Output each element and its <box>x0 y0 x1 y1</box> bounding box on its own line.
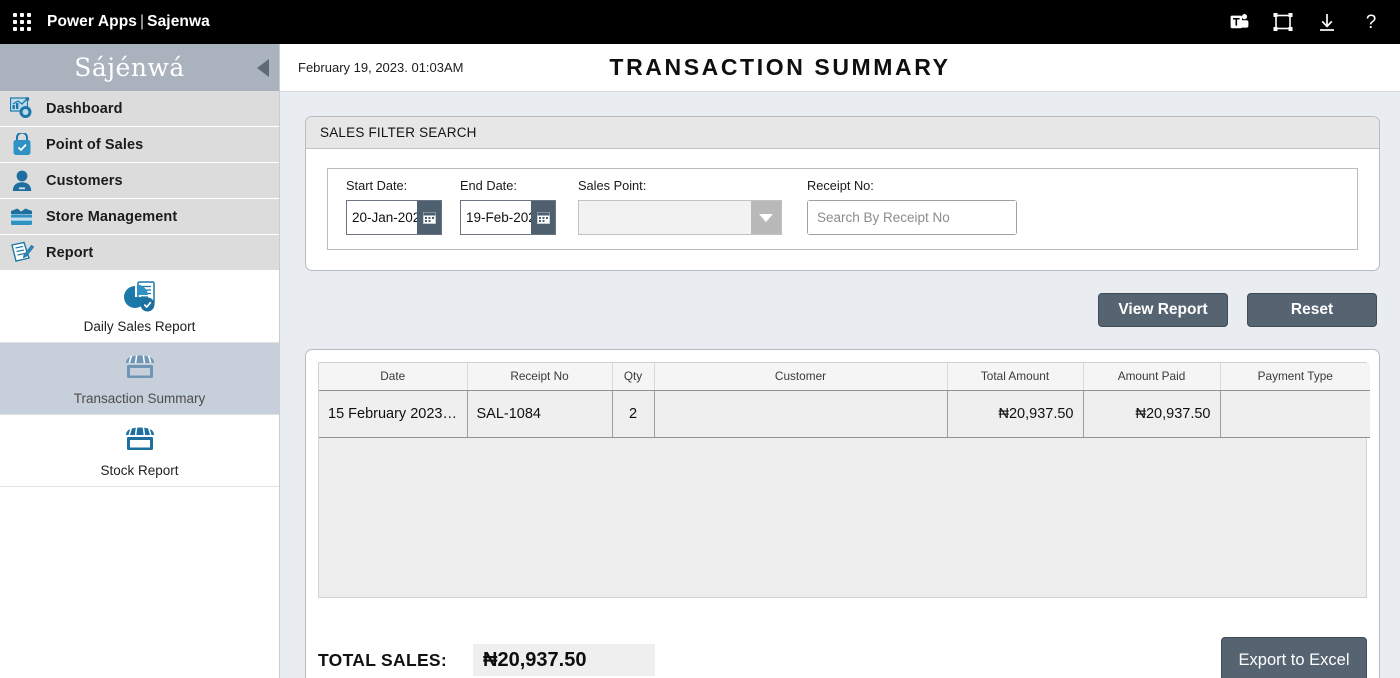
shopping-bag-icon <box>8 132 36 158</box>
column-header-total-amount[interactable]: Total Amount <box>947 363 1084 391</box>
table-header-row: Date Receipt No Qty Customer Total Amoun… <box>319 363 1370 391</box>
sales-point-label: Sales Point: <box>578 178 647 193</box>
help-icon[interactable]: ? <box>1360 11 1382 33</box>
receipt-no-field: Receipt No: <box>807 178 1017 235</box>
cell-qty: 2 <box>612 390 655 438</box>
start-date-picker[interactable] <box>346 200 442 235</box>
cell-total-amount: ₦20,937.50 <box>947 390 1084 438</box>
sidebar-subitem-stock-report[interactable]: Stock Report <box>0 415 279 487</box>
store-box-icon <box>8 204 36 230</box>
sidebar-item-customers[interactable]: Customers <box>0 163 279 199</box>
cell-date: 15 February 2023 ... <box>319 390 468 438</box>
export-to-excel-button[interactable]: Export to Excel <box>1221 637 1367 678</box>
sidebar-item-label: Store Management <box>46 208 178 225</box>
cell-receipt-no: SAL-1084 <box>467 390 613 438</box>
end-date-input[interactable] <box>461 201 531 234</box>
dashboard-chart-icon <box>8 96 36 122</box>
filter-fields-row: Start Date: <box>327 168 1358 250</box>
transactions-table-container[interactable]: Date Receipt No Qty Customer Total Amoun… <box>318 362 1370 598</box>
top-bar: Power Apps | Sajenwa <box>0 0 1400 44</box>
receipt-no-input[interactable] <box>808 201 1016 234</box>
sidebar-subitem-label: Stock Report <box>100 463 179 478</box>
brand-separator: | <box>140 13 145 30</box>
product-name: Power Apps <box>47 13 137 30</box>
cell-customer <box>654 390 948 438</box>
end-date-picker[interactable] <box>460 200 556 235</box>
sidebar-item-label: Point of Sales <box>46 136 144 153</box>
page-title: TRANSACTION SUMMARY <box>609 54 951 80</box>
app-name: Sajenwa <box>147 13 210 30</box>
table-row[interactable]: 15 February 2023 ... SAL-1084 2 ₦20,937.… <box>319 390 1370 438</box>
start-date-label: Start Date: <box>346 178 408 193</box>
sales-filter-card: SALES FILTER SEARCH Start Date: <box>305 116 1380 271</box>
column-header-receipt-no[interactable]: Receipt No <box>467 363 613 391</box>
sidebar-item-dashboard[interactable]: Dashboard <box>0 91 279 127</box>
column-header-qty[interactable]: Qty <box>612 363 655 391</box>
receipt-no-label: Receipt No: <box>807 178 874 193</box>
totals-row: TOTAL SALES: ₦20,937.50 Export to Excel <box>318 634 1367 678</box>
end-date-field: End Date: <box>460 178 556 235</box>
resize-frame-icon[interactable] <box>1272 11 1294 33</box>
sales-filter-body: Start Date: <box>306 149 1379 269</box>
end-date-label: End Date: <box>460 178 517 193</box>
help-label: ? <box>1365 11 1377 33</box>
main-content: February 19, 2023. 01:03AM TRANSACTION S… <box>280 44 1400 678</box>
sidebar-item-report[interactable]: Report <box>0 235 279 271</box>
sidebar-subitem-daily-sales-report[interactable]: Daily Sales Report <box>0 271 279 343</box>
calendar-icon[interactable] <box>417 201 441 234</box>
collapse-left-arrow-icon[interactable] <box>257 58 269 77</box>
pie-chart-report-icon <box>122 279 158 315</box>
page-header: February 19, 2023. 01:03AM TRANSACTION S… <box>280 44 1400 92</box>
clipboard-pen-icon <box>8 240 36 266</box>
filter-actions: View Report Reset <box>1098 293 1377 327</box>
page-datetime: February 19, 2023. 01:03AM <box>298 60 464 75</box>
storefront-icon <box>123 423 157 459</box>
total-sales-label: TOTAL SALES: <box>318 649 448 670</box>
sales-point-field: Sales Point: <box>578 178 782 235</box>
calendar-icon[interactable] <box>531 201 555 234</box>
sidebar-subitem-label: Transaction Summary <box>73 391 206 406</box>
transactions-table: Date Receipt No Qty Customer Total Amoun… <box>319 363 1370 438</box>
column-header-amount-paid[interactable]: Amount Paid <box>1083 363 1221 391</box>
app-launcher-icon[interactable] <box>11 11 33 33</box>
cell-amount-paid: ₦20,937.50 <box>1083 390 1221 438</box>
reset-button[interactable]: Reset <box>1247 293 1377 327</box>
sidebar-item-store-management[interactable]: Store Management <box>0 199 279 235</box>
teams-icon[interactable] <box>1228 11 1250 33</box>
sidebar-subitem-label: Daily Sales Report <box>83 319 196 334</box>
sales-point-dropdown[interactable] <box>578 200 782 235</box>
download-icon[interactable] <box>1316 11 1338 33</box>
sidebar-item-label: Dashboard <box>46 100 123 117</box>
receipt-no-searchbox[interactable] <box>807 200 1017 235</box>
start-date-field: Start Date: <box>346 178 442 235</box>
start-date-input[interactable] <box>347 201 417 234</box>
storefront-icon <box>123 351 157 387</box>
brand-title: Power Apps | Sajenwa <box>47 13 210 31</box>
sidebar: Sájénwá Dashboard <box>0 44 280 678</box>
column-header-payment-type[interactable]: Payment Type <box>1220 363 1370 391</box>
view-report-button[interactable]: View Report <box>1098 293 1228 327</box>
results-card: Date Receipt No Qty Customer Total Amoun… <box>305 349 1380 678</box>
column-header-customer[interactable]: Customer <box>654 363 948 391</box>
sidebar-item-label: Customers <box>46 172 123 189</box>
sidebar-logo: Sájénwá <box>74 53 185 82</box>
total-sales-value: ₦20,937.50 <box>473 644 656 676</box>
sidebar-subitem-transaction-summary[interactable]: Transaction Summary <box>0 343 279 415</box>
person-icon <box>8 168 36 194</box>
column-header-date[interactable]: Date <box>319 363 468 391</box>
cell-payment-type <box>1220 390 1370 438</box>
top-bar-actions: ? <box>1228 11 1400 33</box>
sidebar-item-label: Report <box>46 244 94 261</box>
sales-point-value <box>579 201 751 234</box>
chevron-down-icon[interactable] <box>751 201 781 234</box>
sales-filter-title: SALES FILTER SEARCH <box>306 117 1379 149</box>
sidebar-logo-row: Sájénwá <box>0 44 279 91</box>
sidebar-item-point-of-sales[interactable]: Point of Sales <box>0 127 279 163</box>
